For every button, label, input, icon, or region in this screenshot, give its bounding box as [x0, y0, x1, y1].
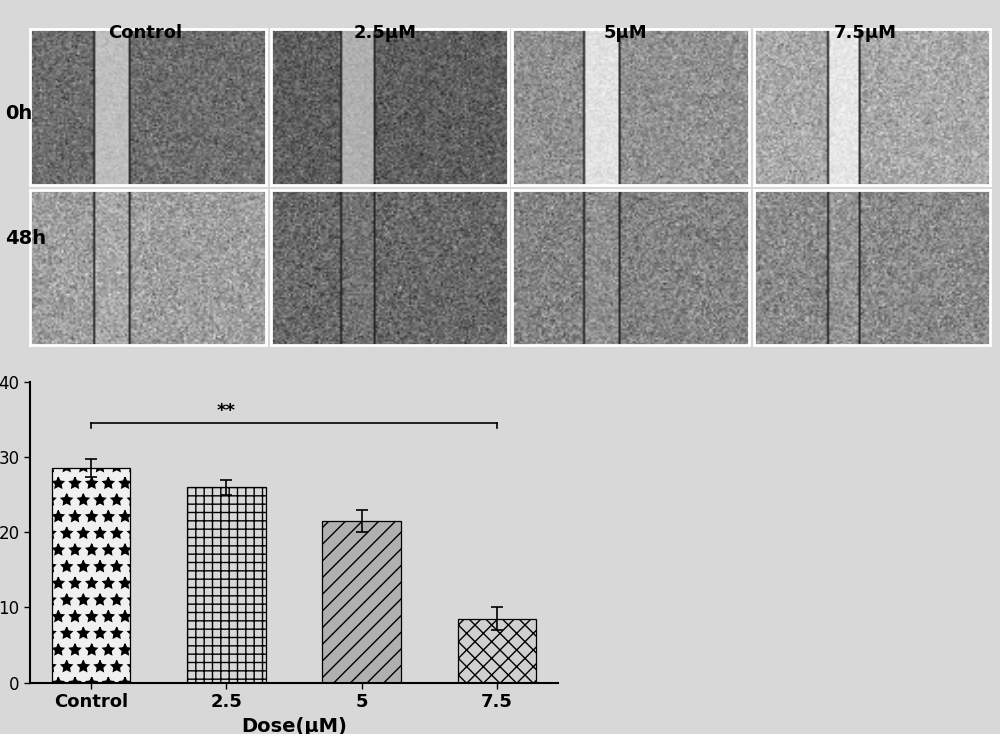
Text: Control: Control [108, 24, 182, 42]
Text: 5μM: 5μM [603, 24, 647, 42]
Text: 48h: 48h [5, 229, 46, 248]
Text: 2.5μM: 2.5μM [354, 24, 416, 42]
Bar [458, 619, 536, 683]
Text: 0h: 0h [5, 104, 32, 123]
Bar [52, 468, 130, 683]
X-axis label: Dose(μM): Dose(μM) [241, 716, 347, 734]
Bar [187, 487, 266, 683]
Text: **: ** [217, 401, 236, 420]
Bar [322, 521, 401, 683]
Text: 7.5μM: 7.5μM [834, 24, 896, 42]
